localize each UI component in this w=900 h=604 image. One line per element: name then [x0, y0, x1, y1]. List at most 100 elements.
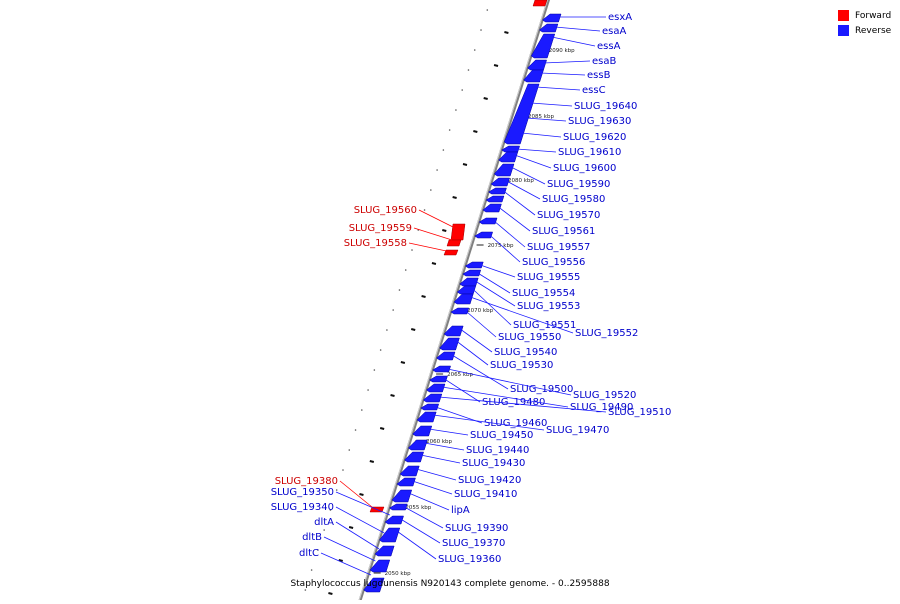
reverse-gene-label: essB [587, 70, 611, 81]
reverse-leader-line [510, 166, 546, 185]
reverse-gene [474, 231, 493, 239]
forward-leader-line [413, 227, 453, 241]
ruler-dot [373, 369, 376, 371]
ruler-dot [430, 189, 432, 191]
reverse-gene [399, 465, 420, 477]
reverse-gene-label: SLUG_19551 [513, 320, 576, 331]
legend: Forward Reverse [838, 8, 891, 38]
reverse-gene-label: SLUG_19640 [574, 101, 637, 112]
reverse-leader-line [531, 102, 573, 107]
ruler-dash [493, 64, 499, 67]
ruler-dot [367, 389, 369, 391]
reverse-gene [485, 195, 505, 203]
reverse-gene-label: SLUG_19610 [558, 147, 621, 158]
reverse-gene-label: essC [582, 85, 606, 96]
forward-gene-label: SLUG_19380 [275, 476, 338, 487]
map-caption: Staphylococcus lugdunensis N920143 compl… [290, 579, 610, 589]
tick-label: 2070 kbp [467, 308, 493, 314]
reverse-gene-label: SLUG_19460 [484, 418, 547, 429]
reverse-leader-line [416, 468, 457, 481]
reverse-gene-label: SLUG_19520 [573, 390, 636, 401]
legend-reverse: Reverse [838, 23, 891, 38]
reverse-gene [488, 187, 507, 195]
reverse-gene-label: SLUG_19470 [546, 425, 609, 436]
reverse-gene [523, 69, 544, 83]
ruler-dash [431, 262, 437, 265]
reverse-gene-label: SLUG_19556 [522, 257, 585, 268]
reverse-gene [404, 451, 424, 463]
reverse-leader-line [335, 506, 385, 534]
reverse-gene-label: essA [597, 41, 621, 52]
backbone-layer [357, 0, 551, 604]
reverse-leader-line [506, 180, 541, 200]
labels-layer: esxA esaA essA esaB essB essC SLUG_19640 SLUG_1… [271, 12, 671, 576]
tick-label: 2090 kbp [549, 48, 575, 54]
reverse-gene-label: SLUG_19557 [527, 242, 590, 253]
reverse-gene [426, 383, 446, 393]
tick-layer: 2090 kbp 2085 kbp 2080 kbp 2075 kbp 2070 kbp… [304, 9, 575, 595]
forward-gene [446, 239, 462, 247]
reverse-leader-line [451, 354, 509, 390]
reverse-gene [412, 425, 433, 437]
reverse-gene-label: SLUG_19440 [466, 445, 529, 456]
forward-gene-label: SLUG_19558 [344, 238, 407, 249]
forward-gene-label: SLUG_19560 [354, 205, 417, 216]
reverse-gene [478, 217, 498, 225]
reverse-gene [456, 285, 477, 295]
reverse-leader-line [540, 72, 586, 76]
reverse-gene [462, 269, 482, 277]
reverse-gene-label: SLUG_19630 [568, 116, 631, 127]
backbone-line [357, 0, 551, 604]
reverse-leader-line [441, 386, 569, 408]
ruler-dash [442, 229, 447, 232]
reverse-gene [530, 33, 556, 59]
reverse-leader-line [489, 234, 521, 263]
reverse-leader-line [428, 428, 469, 436]
reverse-gene-label: SLUG_19590 [547, 179, 610, 190]
reverse-leader-line [404, 506, 444, 529]
reverse-leader-line [480, 264, 516, 278]
reverse-gene-label: SLUG_19555 [517, 272, 580, 283]
ruler-dot [342, 469, 344, 471]
reverse-leader-line [472, 288, 512, 326]
ruler-dot [354, 429, 357, 431]
reverse-leader-line [320, 552, 372, 576]
reverse-leader-line [335, 491, 390, 516]
reverse-gene-label: SLUG_19570 [537, 210, 600, 221]
reverse-gene [429, 375, 448, 383]
forward-gene-label: SLUG_19559 [349, 223, 412, 234]
reverse-leader-line [477, 272, 511, 294]
ruler-dash [483, 97, 488, 100]
reverse-leader-line [551, 36, 596, 47]
reverse-gene-label: SLUG_19420 [458, 475, 521, 486]
reverse-gene-label: SLUG_19370 [442, 538, 505, 549]
reverse-gene-label: SLUG_19340 [271, 502, 334, 513]
ruler-dash [379, 427, 385, 430]
forward-gene [450, 223, 466, 241]
reverse-gene [369, 559, 391, 573]
reverse-gene [436, 351, 456, 361]
reverse-gene-label: dltC [299, 548, 319, 559]
tick-label: 2085 kbp [528, 114, 554, 120]
reverse-gene-label: dltB [302, 532, 322, 543]
reverse-leader-line [465, 310, 497, 338]
reverse-leader-line [554, 26, 601, 32]
tick-label: 2055 kbp [405, 505, 431, 511]
ruler-dot [323, 529, 325, 531]
reverse-gene-label: SLUG_19580 [542, 194, 605, 205]
ruler-dash [462, 163, 468, 166]
ruler-dot [473, 49, 476, 51]
reverse-gene [490, 177, 510, 187]
reverse-gene [459, 277, 479, 287]
ruler-dot [379, 349, 382, 351]
reverse-gene [450, 307, 470, 315]
ruler-dot [329, 509, 332, 511]
reverse-gene-label: SLUG_19480 [482, 397, 545, 408]
forward-gene [532, 0, 548, 7]
reverse-leader-line [412, 480, 453, 495]
reverse-gene-label: SLUG_19350 [271, 487, 334, 498]
reverse-gene-label: SLUG_19554 [512, 288, 575, 299]
ruler-dot [448, 129, 451, 131]
